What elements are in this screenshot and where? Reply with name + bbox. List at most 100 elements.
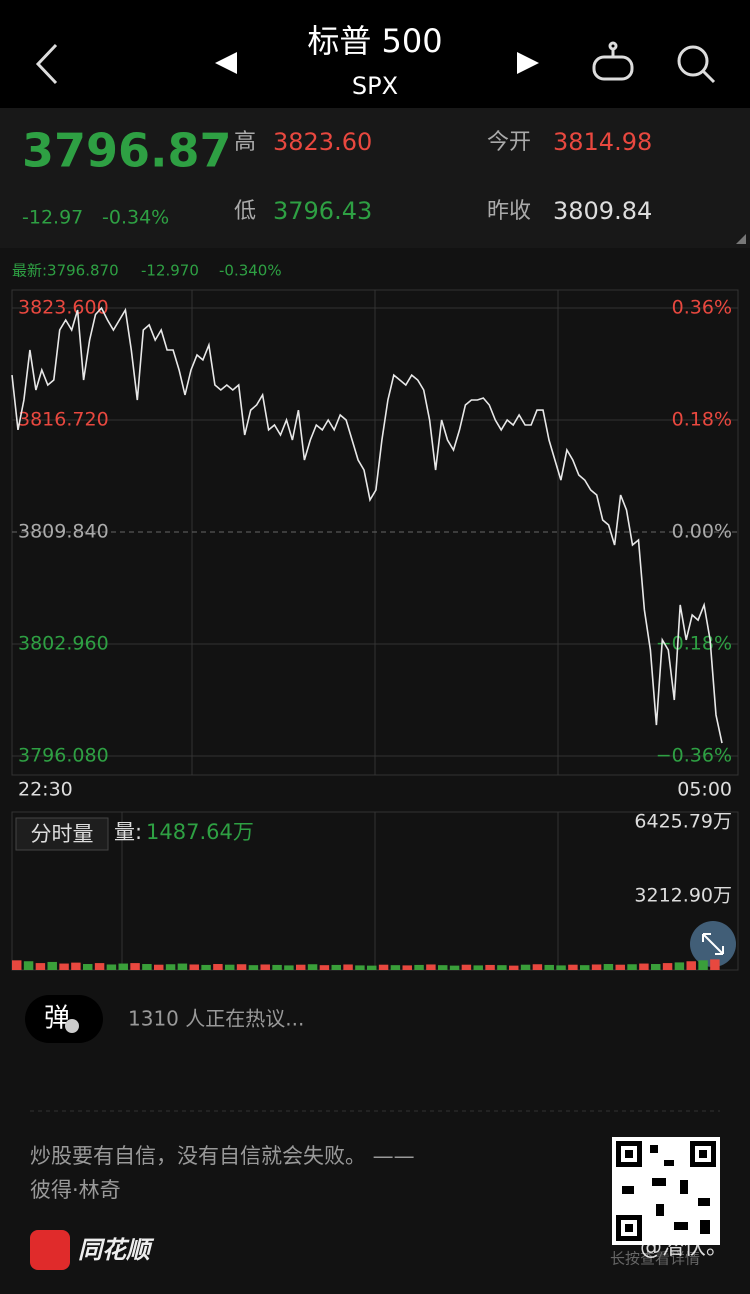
volume-bar [509,965,519,970]
volume-bar [378,964,389,970]
volume-bar [296,964,306,970]
y-tick-label: 3809.840 [18,521,109,543]
y-tick-label: 3802.960 [18,633,109,655]
volume-bar [438,965,448,970]
volume-label: 量: [114,820,142,844]
volume-bar [662,963,673,970]
qr-code [612,1137,720,1245]
volume-bar [710,959,720,970]
volume-bar [473,965,483,970]
volume-bar [367,965,377,970]
quote-panel [0,108,750,248]
y2-tick-label: −0.18% [656,633,732,655]
volume-bar [59,963,69,970]
volume-bar [47,961,57,970]
change: -12.97 [22,207,83,229]
change-pct: -0.34% [102,207,169,229]
expand-icon[interactable] [736,234,746,244]
y-tick-label: 3816.720 [18,409,109,431]
volume-bar [71,962,81,970]
volume-bar [556,965,566,970]
footer-author: 彼得·林奇 [30,1178,121,1202]
volume-bar [449,965,460,970]
qr-hint: 长按查看详情 [610,1250,700,1268]
volume-value: 1487.64万 [146,820,254,844]
footer-quote: 炒股要有自信，没有自信就会失败。 —— [30,1144,415,1168]
y-tick-label: 6425.79万 [634,811,732,833]
volume-bar [615,964,625,970]
volume-bar [201,964,211,970]
volume-bar [568,964,578,970]
y-tick-label: 3796.080 [18,745,109,767]
volume-bar [544,964,554,970]
volume-bar [627,964,637,970]
x-tick-label: 05:00 [677,779,732,801]
volume-bar [580,965,590,970]
latest-price: 最新:3796.870 [12,262,119,280]
danmaku-toggle [65,1019,79,1033]
volume-bar [603,964,614,970]
volume-bar [248,965,259,970]
volume-bar [651,964,661,970]
y2-tick-label: 0.00% [672,521,732,543]
volume-bar [414,964,424,970]
code: SPX [352,72,398,100]
volume-bar [165,964,176,970]
price: 3796.87 [22,124,232,178]
volume-bar [520,964,531,970]
volume-bar [83,964,93,970]
volume-bar [106,964,117,970]
brand: 同花顺 [78,1236,155,1264]
volume-bar [177,963,188,970]
y-tick-label: 3212.90万 [634,884,732,906]
volume-bar [35,963,46,970]
volume-bar [12,960,22,970]
volume-bar [532,964,543,970]
back-button[interactable] [35,43,58,85]
title: 标普 500 [307,22,442,60]
volume-bar [272,964,282,970]
volume-bar [225,964,235,970]
high: 3823.60 [273,128,372,156]
logo-icon [30,1230,70,1270]
volume-bar [319,965,330,970]
volume-bar [142,964,152,970]
high-label: 高 [234,130,256,155]
volume-bar [355,965,365,970]
latest-change: -12.970 [141,262,199,280]
volume-bar [236,964,247,970]
open: 3814.98 [553,128,652,156]
volume-bar [686,961,696,970]
y2-tick-label: 0.18% [672,409,732,431]
volume-bar [485,964,495,970]
volume-bar [213,964,223,970]
danmaku-button[interactable] [25,995,103,1043]
volume-bar [461,964,472,970]
volume-tab[interactable] [15,817,109,851]
volume-bar [260,964,270,970]
volume-tab-label[interactable]: 分时量 [31,822,94,846]
volume-bar [426,964,436,970]
volume-bar [390,965,401,970]
top-bar [0,0,750,108]
y2-tick-label: 0.36% [672,297,732,319]
volume-bar [674,962,685,970]
open-label: 今开 [487,130,531,155]
latest-change-pct: -0.340% [219,262,282,280]
volume-bar [23,961,34,970]
volume-bar [130,963,140,970]
x-tick-label: 22:30 [18,779,73,801]
next-button[interactable] [517,52,539,74]
volume-bar [591,964,602,970]
volume-bar [284,965,294,970]
volume-bar [94,963,105,970]
volume-bar [154,964,164,970]
volume-bar [189,964,199,970]
low: 3796.43 [273,197,372,225]
prev-button[interactable] [215,52,237,74]
discussion-text[interactable]: 1310 人正在热议... [128,1007,304,1031]
prev-close: 3809.84 [553,197,652,225]
robot-button[interactable] [592,41,634,81]
search-button[interactable] [677,45,716,84]
